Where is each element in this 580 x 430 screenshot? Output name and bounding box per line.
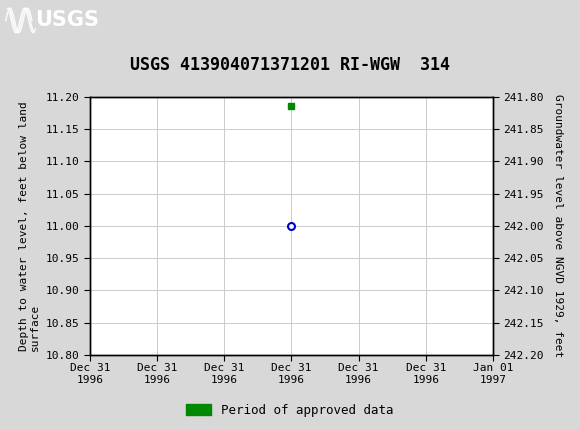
Y-axis label: Groundwater level above NGVD 1929, feet: Groundwater level above NGVD 1929, feet: [553, 94, 563, 357]
Text: USGS 413904071371201 RI-WGW  314: USGS 413904071371201 RI-WGW 314: [130, 55, 450, 74]
Legend: Period of approved data: Period of approved data: [181, 399, 399, 421]
Y-axis label: Depth to water level, feet below land
surface: Depth to water level, feet below land su…: [19, 101, 40, 350]
Text: USGS: USGS: [35, 10, 99, 31]
